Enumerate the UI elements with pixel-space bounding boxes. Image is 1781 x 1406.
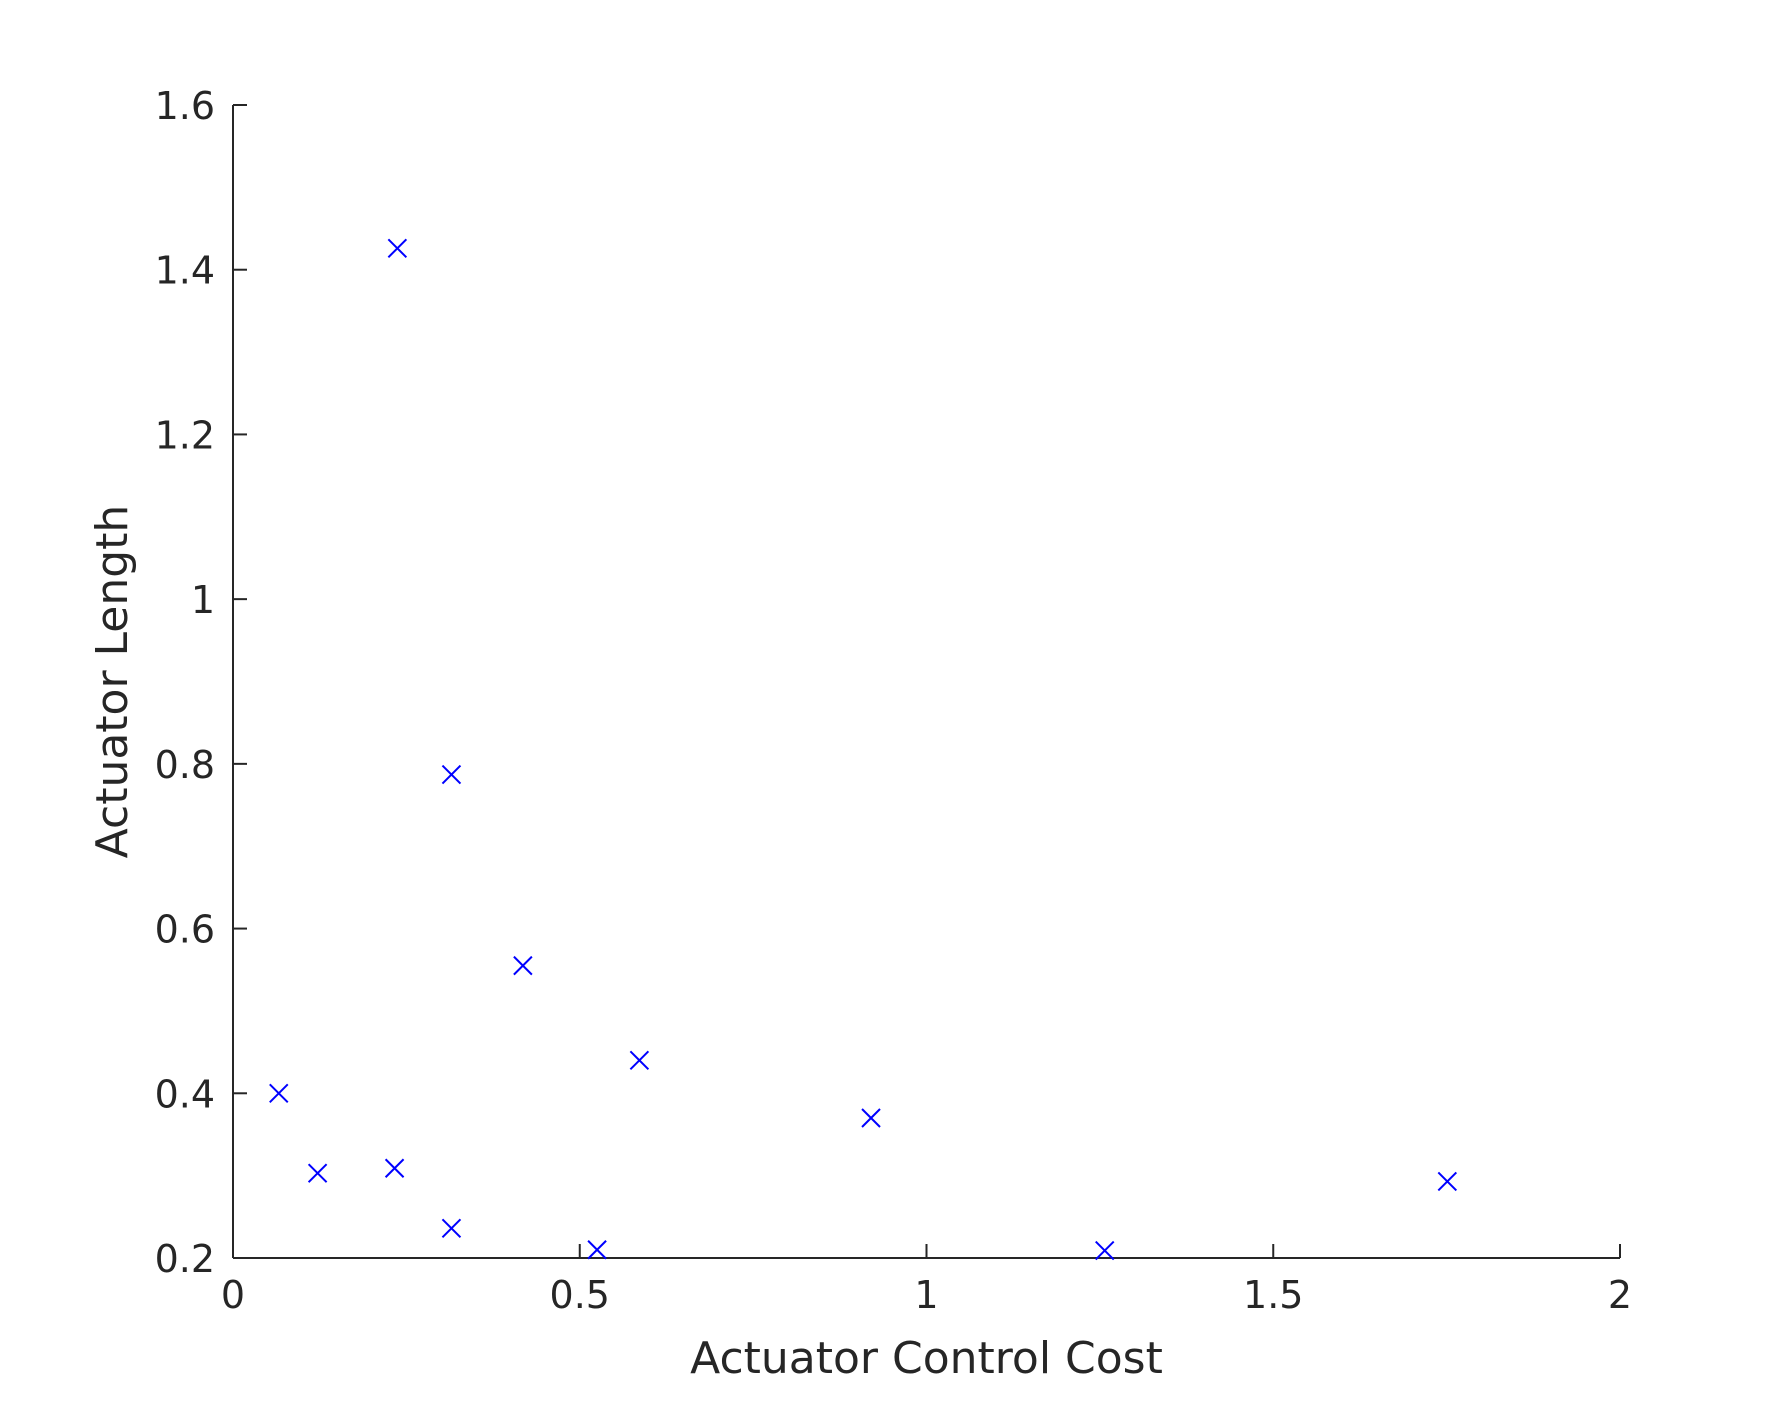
data-point-marker — [441, 764, 462, 785]
x-tick-label: 0 — [221, 1273, 245, 1317]
y-tick-label: 1.4 — [155, 249, 215, 293]
data-point-marker — [384, 1158, 405, 1178]
y-tick-label: 1.2 — [155, 413, 215, 457]
data-point-marker — [513, 955, 533, 976]
data-point-marker — [307, 1163, 328, 1183]
x-tick-label: 0.5 — [550, 1273, 610, 1317]
x-axis-label: Actuator Control Cost — [690, 1333, 1163, 1384]
plot-area: 0 0.5 1 1.5 2 0.2 0.4 0.6 0.8 1 1.2 1.4 1.6 — [155, 84, 1633, 1317]
data-points — [269, 238, 1458, 1261]
x-tick-label: 1.5 — [1243, 1273, 1303, 1317]
data-point-marker — [1437, 1171, 1458, 1192]
x-axis-ticks: 0 0.5 1 1.5 2 — [221, 1244, 1632, 1317]
y-tick-label: 1 — [191, 578, 215, 622]
x-tick-label: 2 — [1608, 1273, 1632, 1317]
data-point-marker — [861, 1108, 881, 1128]
data-point-marker — [441, 1218, 462, 1239]
y-axis-label: Actuator Length — [87, 505, 138, 859]
x-tick-label: 1 — [914, 1273, 938, 1317]
y-tick-label: 1.6 — [155, 84, 215, 128]
data-point-marker — [587, 1240, 607, 1260]
y-tick-label: 0.2 — [155, 1237, 215, 1281]
y-tick-label: 0.8 — [155, 743, 215, 787]
y-tick-label: 0.4 — [155, 1072, 215, 1116]
data-point-marker — [269, 1083, 289, 1103]
data-point-marker — [387, 238, 408, 259]
data-point-marker — [1095, 1240, 1115, 1261]
data-point-marker — [629, 1050, 650, 1071]
y-axis-ticks: 0.2 0.4 0.6 0.8 1 1.2 1.4 1.6 — [155, 84, 247, 1281]
y-tick-label: 0.6 — [155, 908, 215, 952]
